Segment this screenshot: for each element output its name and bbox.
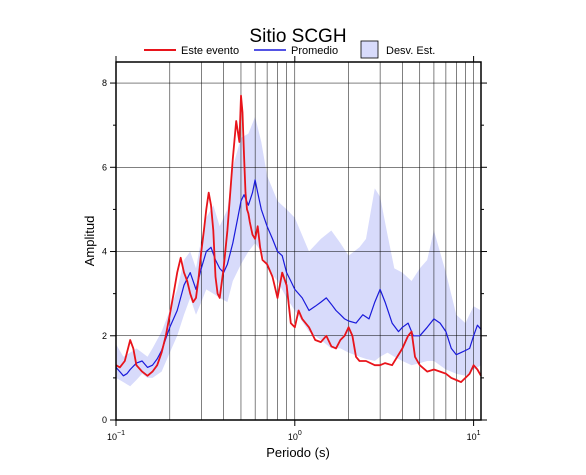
series-layer — [115, 94, 482, 384]
x-tick-label-exp: 0 — [298, 430, 302, 437]
grid-layer — [115, 62, 481, 421]
y-tick-label: 6 — [102, 162, 107, 172]
y-tick-label: 2 — [102, 331, 107, 341]
x-tick-label-exp: 1 — [477, 430, 481, 437]
x-tick-label-base: 10 — [107, 432, 117, 442]
x-tick-label-exp: −1 — [117, 430, 125, 437]
x-tick-label: 10−1 — [107, 430, 125, 442]
y-tick-label: 0 — [102, 415, 107, 425]
series-line-promedio — [115, 179, 482, 377]
legend: Este evento Promedio Desv. Est. — [144, 40, 435, 59]
legend-label-desv-est: Desv. Est. — [386, 45, 435, 57]
y-axis-label: Amplitud — [82, 216, 97, 267]
x-tick-label: 100 — [288, 430, 302, 442]
x-tick-label: 101 — [467, 430, 481, 442]
chart-title: Sitio SCGH — [249, 26, 346, 47]
plot-frame — [115, 61, 482, 421]
legend-label-promedio: Promedio — [291, 45, 338, 57]
legend-swatch-desv-est — [360, 40, 379, 59]
x-tick-label-base: 10 — [288, 432, 298, 442]
series-line-este-evento — [115, 94, 482, 384]
y-tick-label: 8 — [102, 78, 107, 88]
x-tick-label-base: 10 — [467, 432, 477, 442]
y-tick-label: 4 — [102, 247, 107, 257]
x-axis-label: Periodo (s) — [266, 445, 330, 460]
legend-label-este-evento: Este evento — [181, 45, 239, 57]
